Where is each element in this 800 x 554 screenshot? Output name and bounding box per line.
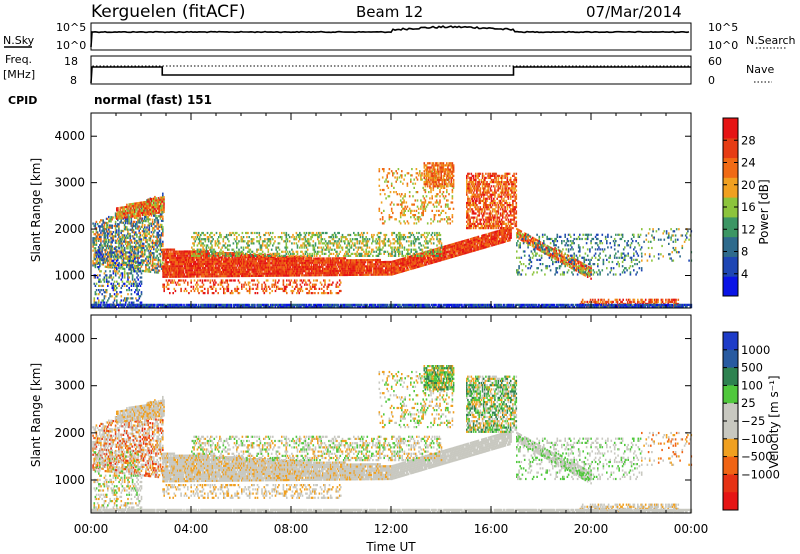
nsky-trace xyxy=(90,25,690,48)
power-colorbar: 4 8 12 16 20 24 28 xyxy=(722,117,756,297)
y-tick-label: 1000 xyxy=(54,269,85,283)
cpid-text: normal (fast) 151 xyxy=(94,93,212,107)
power-colorbar-tick: 16 xyxy=(741,200,756,214)
velocity-data xyxy=(91,365,693,514)
nsearch-tick-low: 10^0 xyxy=(708,39,738,52)
x-axis-label: Time UT xyxy=(365,540,416,554)
cpid-label: CPID xyxy=(8,94,37,107)
freq-tick-high: 18 xyxy=(64,55,78,68)
velocity-colorbar-tick: 100 xyxy=(741,378,763,392)
x-tick-label: 00:00 xyxy=(674,522,709,536)
x-tick-label: 12:00 xyxy=(374,522,409,536)
freq-panel: Freq. [MHz] 18 8 60 0 Nave xyxy=(3,53,774,87)
power-colorbar-tick: 28 xyxy=(741,133,756,147)
freq-trace xyxy=(90,66,691,84)
power-ylabel: Slant Range [km] xyxy=(29,158,43,262)
power-colorbar-tick: 4 xyxy=(741,267,748,281)
nsearch-label: N.Search xyxy=(746,34,796,47)
y-tick-label: 4000 xyxy=(54,129,85,143)
power-colorbar-tick: 12 xyxy=(741,222,756,236)
nsky-label: N.Sky xyxy=(3,34,35,47)
nsearch-tick-high: 10^5 xyxy=(708,21,738,34)
nsky-panel: N.Sky 10^5 10^0 10^5 10^0 N.Search xyxy=(3,21,796,52)
velocity-colorbar-tick: 500 xyxy=(741,361,763,375)
beam-title: Beam 12 xyxy=(356,3,423,21)
nsky-tick-low: 10^0 xyxy=(56,39,86,52)
velocity-colorbar-tick: −500 xyxy=(741,450,773,464)
power-colorbar-tick: 8 xyxy=(741,245,748,259)
nsky-tick-high: 10^5 xyxy=(56,21,86,34)
velocity-colorbar-tick: −100 xyxy=(741,432,773,446)
velocity-panel: 1000 2000 3000 4000 00:00 04:00 08:00 12:00 16:… xyxy=(29,314,781,554)
power-colorbar-label: Power [dB] xyxy=(757,179,771,244)
velocity-colorbar-label: Velocity [m s⁻¹] xyxy=(767,375,781,468)
freq-label: Freq. xyxy=(5,53,32,66)
y-tick-label: 2000 xyxy=(54,426,85,440)
power-colorbar-tick: 20 xyxy=(741,178,756,192)
station-title: Kerguelen (fitACF) xyxy=(91,2,245,22)
y-tick-label: 1000 xyxy=(54,473,85,487)
x-tick-label: 00:00 xyxy=(74,522,109,536)
x-tick-label: 16:00 xyxy=(474,522,509,536)
nave-tick-high: 60 xyxy=(708,55,722,68)
velocity-colorbar: 1000 500 100 25 −25 −100 −500 −1000 xyxy=(722,331,780,511)
power-colorbar-tick: 24 xyxy=(741,156,756,170)
y-tick-label: 3000 xyxy=(54,379,85,393)
velocity-colorbar-tick: −25 xyxy=(741,414,765,428)
freq-tick-low: 8 xyxy=(70,74,77,87)
velocity-ylabel: Slant Range [km] xyxy=(29,363,43,467)
y-tick-label: 4000 xyxy=(54,332,85,346)
power-data xyxy=(91,162,693,309)
velocity-colorbar-tick: −1000 xyxy=(741,467,780,481)
velocity-colorbar-tick: 1000 xyxy=(741,343,770,357)
x-tick-label: 04:00 xyxy=(174,522,209,536)
y-tick-label: 2000 xyxy=(54,222,85,236)
x-tick-label: 08:00 xyxy=(274,522,309,536)
nave-label: Nave xyxy=(746,63,774,76)
y-tick-label: 3000 xyxy=(54,176,85,190)
mhz-label: [MHz] xyxy=(3,68,35,81)
power-panel: 1000 2000 3000 4000 Slant Range [km] 4 8 12 16… xyxy=(29,112,771,309)
nave-tick-low: 0 xyxy=(708,74,715,87)
x-tick-label: 20:00 xyxy=(574,522,609,536)
velocity-colorbar-tick: 25 xyxy=(741,396,756,410)
date-title: 07/Mar/2014 xyxy=(586,3,682,21)
